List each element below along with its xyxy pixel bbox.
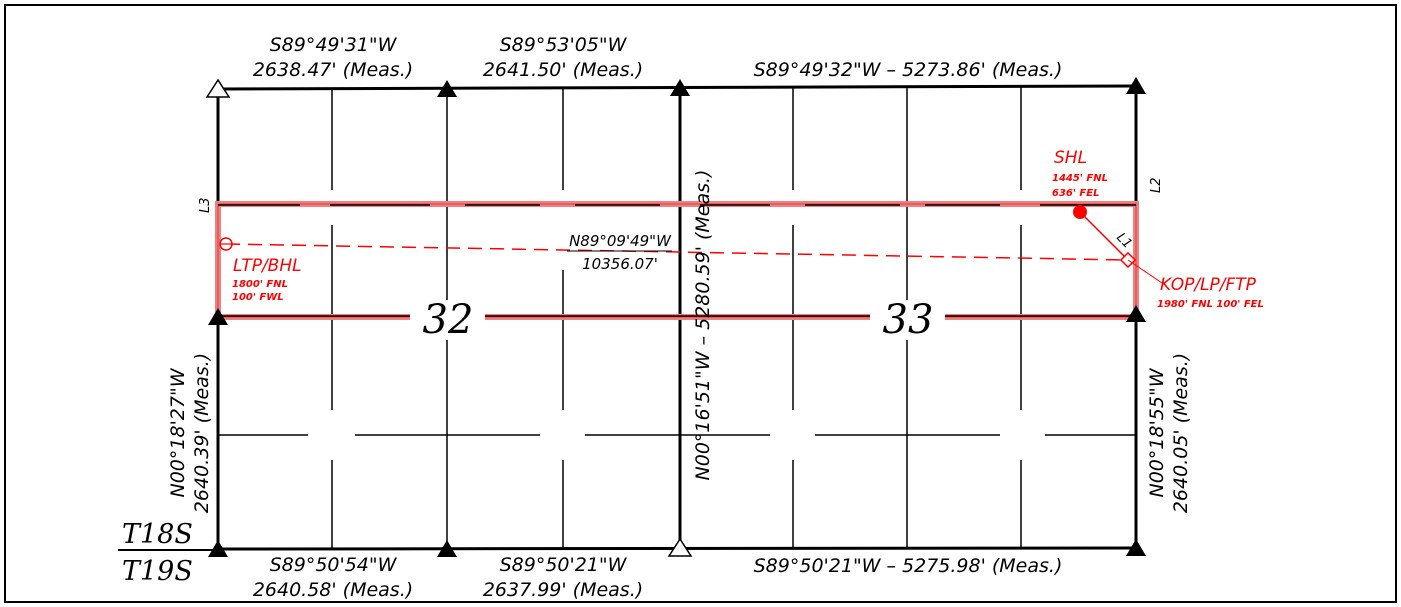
well-path	[219, 205, 1166, 286]
shl-fnl: 1445' FNL	[1052, 173, 1108, 184]
north-west-bearing: S89°49'31"W	[270, 34, 398, 56]
spacing-unit-outline	[215, 201, 1139, 320]
spacing-unit	[215, 201, 1139, 320]
corner-triangle	[1126, 305, 1146, 322]
corner-triangle	[1126, 77, 1146, 94]
lot-label-l2: L2	[1149, 177, 1164, 193]
corner-triangle	[208, 308, 228, 325]
found-corner-open-triangle	[205, 78, 231, 98]
spacing-unit-dashes	[218, 204, 1136, 317]
shl-marker	[1073, 205, 1087, 219]
spacing-unit-inner	[217, 203, 1137, 318]
found-corner-open-triangle	[667, 537, 693, 557]
corner-markers	[205, 77, 1146, 557]
north-west-distance: 2638.47' (Meas.)	[253, 59, 413, 81]
west-distance: 2640.39' (Meas.)	[191, 353, 213, 513]
ltp-fwl: 100' FWL	[232, 292, 284, 303]
lot-label-l3: L3	[198, 197, 213, 213]
corner-triangle	[1126, 539, 1146, 556]
south-west-bearing: S89°50'54"W	[270, 554, 398, 576]
township-north: T18S	[122, 519, 193, 550]
north-mid-bearing: S89°53'05"W	[500, 34, 628, 56]
kop-label: KOP/LP/FTP	[1160, 275, 1257, 295]
ltp-fnl: 1800' FNL	[232, 279, 288, 290]
east-distance: 2640.05' (Meas.)	[1170, 353, 1192, 513]
west-bearing: N00°18'27"W	[167, 367, 189, 497]
lateral-distance: 10356.07'	[582, 255, 658, 273]
middle-line-call: N00°16'51"W – 5280.59' (Meas.)	[692, 170, 714, 481]
corner-triangle	[437, 540, 457, 557]
corner-triangle	[208, 540, 228, 557]
south-mid-bearing: S89°50'21"W	[500, 554, 628, 576]
drawing-frame	[4, 4, 1397, 603]
south-west-distance: 2640.58' (Meas.)	[253, 579, 413, 601]
section-33-backdrop	[870, 300, 945, 340]
shl-fel: 636' FEL	[1052, 188, 1099, 199]
south-east-call: S89°50'21"W – 5275.98' (Meas.)	[754, 555, 1063, 577]
aliquot-lines	[218, 86, 1136, 549]
kop-leader	[1127, 259, 1166, 286]
south-mid-distance: 2637.99' (Meas.)	[483, 579, 643, 601]
east-bearing: N00°18'55"W	[1146, 367, 1168, 497]
shl-label: SHL	[1054, 148, 1087, 168]
section-32-backdrop	[410, 300, 485, 340]
township-south: T19S	[122, 556, 193, 587]
section-number-33: 33	[883, 297, 934, 343]
lateral-dashed-line	[225, 243, 1129, 261]
corner-triangle	[437, 80, 457, 97]
kop-offsets: 1980' FNL 100' FEL	[1157, 299, 1264, 310]
lateral-bearing: N89°09'49"W	[569, 232, 672, 250]
north-east-call: S89°49'32"W – 5273.86' (Meas.)	[754, 59, 1063, 81]
north-mid-distance: 2641.50' (Meas.)	[483, 59, 643, 81]
ltp-label: LTP/BHL	[233, 256, 302, 276]
corner-triangle	[670, 79, 690, 96]
section-number-32: 32	[423, 297, 474, 343]
build-section-line	[1079, 211, 1129, 261]
